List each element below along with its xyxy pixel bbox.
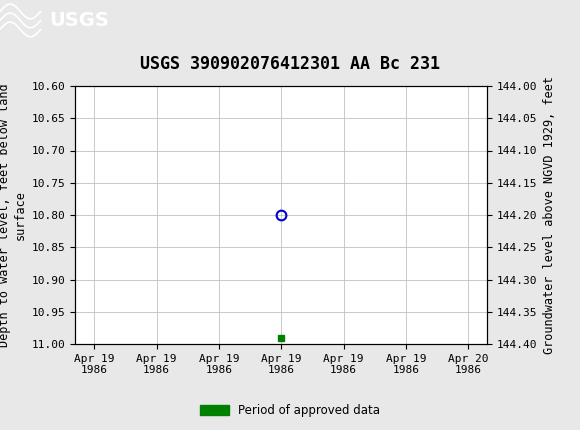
Legend: Period of approved data: Period of approved data <box>195 399 385 422</box>
Y-axis label: Depth to water level, feet below land
surface: Depth to water level, feet below land su… <box>0 83 26 347</box>
Text: USGS: USGS <box>49 11 109 30</box>
Text: USGS 390902076412301 AA Bc 231: USGS 390902076412301 AA Bc 231 <box>140 55 440 73</box>
Y-axis label: Groundwater level above NGVD 1929, feet: Groundwater level above NGVD 1929, feet <box>543 76 556 354</box>
